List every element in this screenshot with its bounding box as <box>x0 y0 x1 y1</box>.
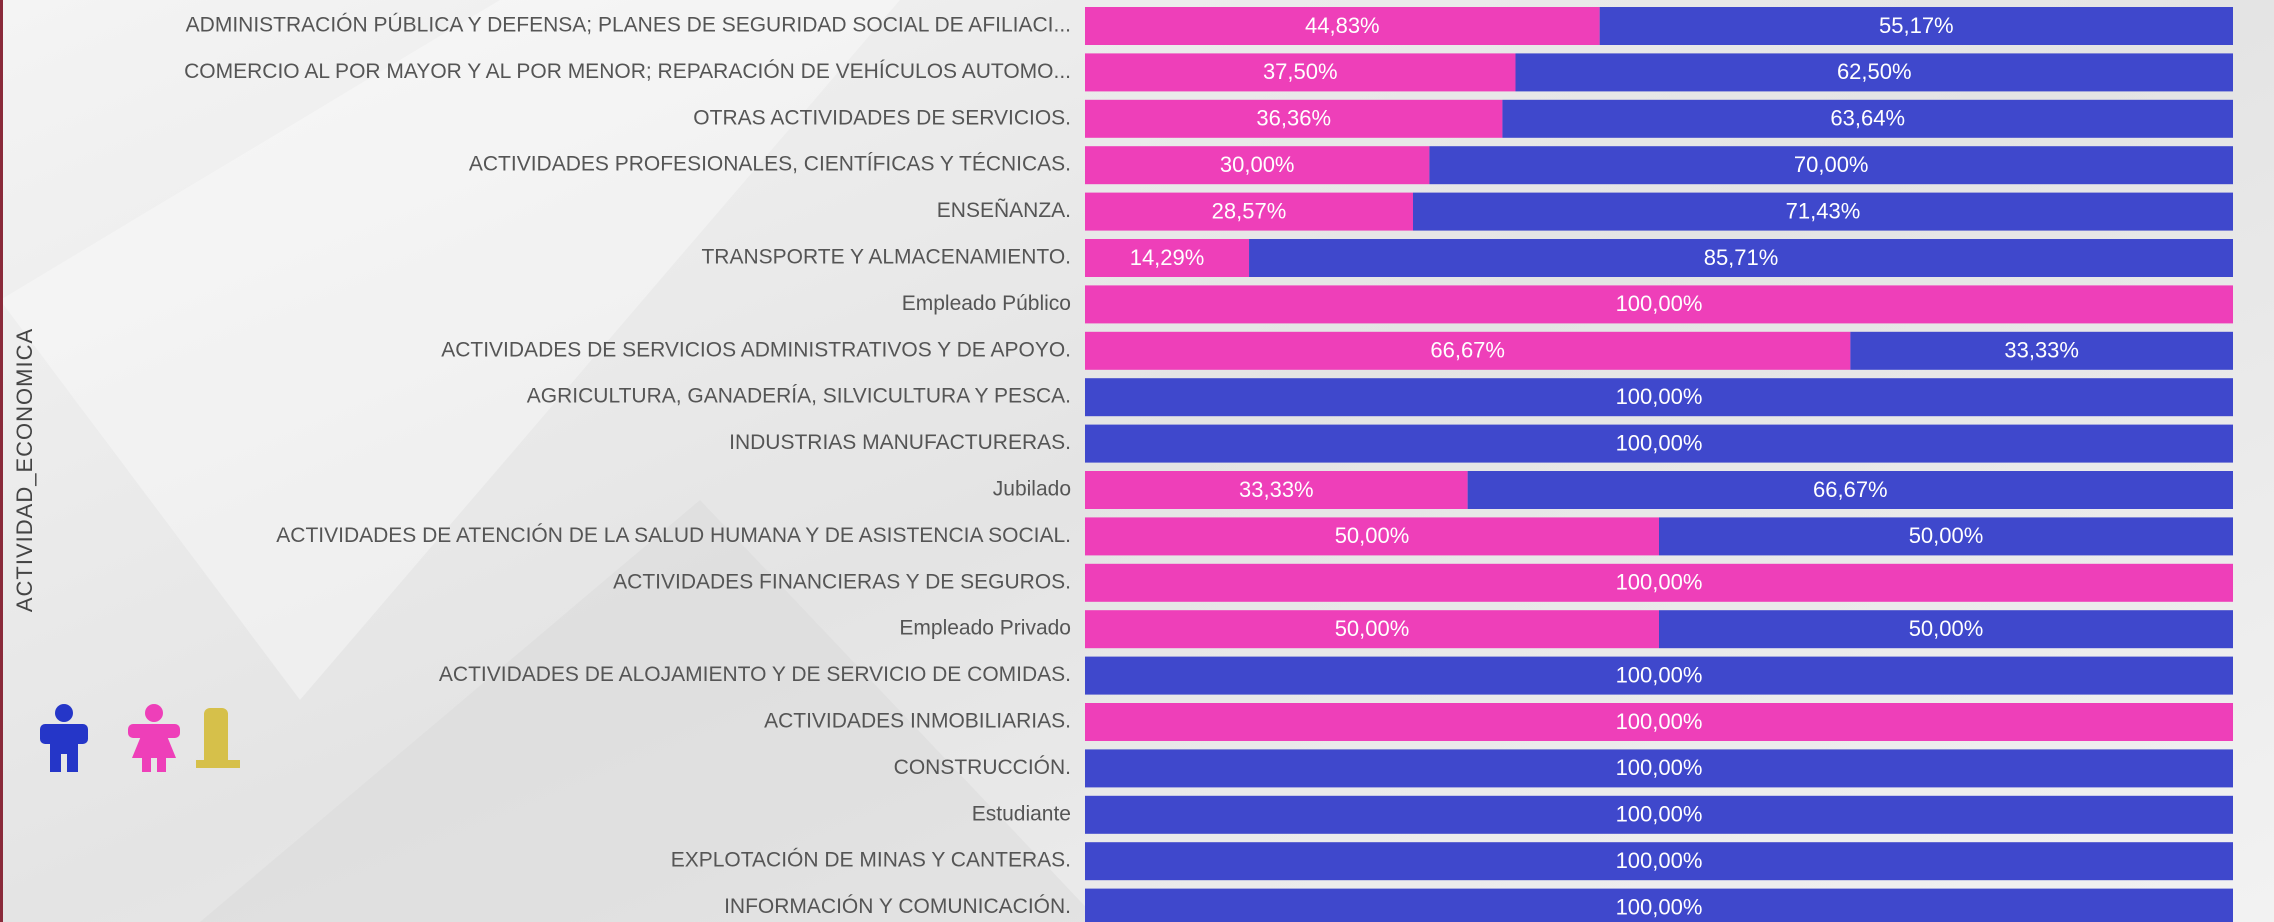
value-label: 30,00% <box>1220 152 1295 177</box>
value-label: 100,00% <box>1616 291 1703 316</box>
bar-segment <box>1085 146 1430 185</box>
bar-segment <box>1085 53 1516 92</box>
category-label: EXPLOTACIÓN DE MINAS Y CANTERAS. <box>671 849 1071 872</box>
value-label: 100,00% <box>1616 384 1703 409</box>
category-label: ACTIVIDADES DE ATENCIÓN DE LA SALUD HUMA… <box>276 524 1071 547</box>
category-label: TRANSPORTE Y ALMACENAMIENTO. <box>701 246 1071 269</box>
bar-segment <box>1249 239 2233 277</box>
category-label: Empleado Público <box>902 292 1071 315</box>
bar-segment <box>1085 610 1659 649</box>
value-label: 100,00% <box>1616 894 1703 919</box>
category-label: ACTIVIDADES DE ALOJAMIENTO Y DE SERVICIO… <box>439 663 1071 686</box>
bar-segment <box>1659 610 2233 649</box>
value-label: 33,33% <box>1239 477 1314 502</box>
bar-segment <box>1085 703 2233 741</box>
value-label: 44,83% <box>1305 13 1380 38</box>
bar-segment <box>1085 99 1503 138</box>
value-label: 85,71% <box>1704 245 1779 270</box>
category-label: ACTIVIDADES INMOBILIARIAS. <box>764 710 1071 733</box>
bar-segment <box>1085 888 2233 922</box>
bar-segment <box>1085 285 2233 324</box>
value-label: 14,29% <box>1130 245 1205 270</box>
value-label: 50,00% <box>1335 523 1410 548</box>
category-label: ACTIVIDADES PROFESIONALES, CIENTÍFICAS Y… <box>469 153 1071 176</box>
bar-segment <box>1085 331 1851 370</box>
value-label: 28,57% <box>1212 198 1287 223</box>
value-label: 70,00% <box>1794 152 1869 177</box>
bar-segment <box>1085 7 1600 45</box>
bar-segment <box>1085 656 2233 695</box>
value-label: 50,00% <box>1909 523 1984 548</box>
bar-segment <box>1429 146 2233 185</box>
value-label: 50,00% <box>1909 616 1984 641</box>
value-label: 100,00% <box>1616 802 1703 827</box>
value-label: 66,67% <box>1813 477 1888 502</box>
value-label: 100,00% <box>1616 570 1703 595</box>
bar-segment <box>1085 471 1468 509</box>
value-label: 37,50% <box>1263 59 1338 84</box>
other-icon <box>196 708 240 768</box>
female-icon <box>128 704 180 772</box>
value-label: 36,36% <box>1256 106 1331 131</box>
category-label: OTRAS ACTIVIDADES DE SERVICIOS. <box>693 106 1071 129</box>
category-label: ACTIVIDADES DE SERVICIOS ADMINISTRATIVOS… <box>441 338 1071 361</box>
category-label: ENSEÑANZA. <box>937 198 1071 222</box>
legend-icons <box>40 704 240 772</box>
value-label: 63,64% <box>1830 106 1905 131</box>
value-label: 71,43% <box>1786 198 1861 223</box>
value-label: 62,50% <box>1837 59 1912 84</box>
bar-segment <box>1515 53 2233 92</box>
bar-segment <box>1085 842 2233 881</box>
category-label: Jubilado <box>993 478 1071 501</box>
value-label: 33,33% <box>2004 338 2079 363</box>
value-label: 50,00% <box>1335 616 1410 641</box>
y-axis-title: ACTIVIDAD_ECONOMICA <box>12 328 37 612</box>
bar-segment <box>1085 192 1413 231</box>
category-label: INDUSTRIAS MANUFACTURERAS. <box>729 431 1071 454</box>
bar-segment <box>1412 192 2233 231</box>
bar-segment <box>1850 331 2233 370</box>
category-label: ACTIVIDADES FINANCIERAS Y DE SEGUROS. <box>613 570 1071 593</box>
bar-segment <box>1085 563 2233 602</box>
male-icon <box>40 704 88 772</box>
value-label: 66,67% <box>1430 338 1505 363</box>
bar-segment <box>1085 378 2233 417</box>
category-label: COMERCIO AL POR MAYOR Y AL POR MENOR; RE… <box>184 60 1071 83</box>
category-label: Estudiante <box>972 802 1071 825</box>
bar-segment <box>1599 7 2233 45</box>
bar-segment <box>1502 99 2233 138</box>
background-shape <box>200 500 1100 922</box>
category-label: Empleado Privado <box>899 617 1071 640</box>
background-shape <box>0 0 900 700</box>
value-label: 100,00% <box>1616 709 1703 734</box>
category-label: AGRICULTURA, GANADERÍA, SILVICULTURA Y P… <box>527 385 1071 408</box>
bar-segment <box>1085 424 2233 463</box>
value-label: 55,17% <box>1879 13 1954 38</box>
bar-segment <box>1085 239 1250 277</box>
bar-segment <box>1085 749 2233 788</box>
value-label: 100,00% <box>1616 848 1703 873</box>
bar-segment <box>1659 517 2233 556</box>
bar-segment <box>1467 471 2233 509</box>
value-label: 100,00% <box>1616 662 1703 687</box>
category-label: INFORMACIÓN Y COMUNICACIÓN. <box>724 895 1071 918</box>
left-border <box>0 0 3 922</box>
value-label: 100,00% <box>1616 430 1703 455</box>
bar-segment <box>1085 517 1659 556</box>
category-label: CONSTRUCCIÓN. <box>894 756 1071 779</box>
bar-segment <box>1085 795 2233 834</box>
category-label: ADMINISTRACIÓN PÚBLICA Y DEFENSA; PLANES… <box>186 14 1071 37</box>
value-label: 100,00% <box>1616 755 1703 780</box>
